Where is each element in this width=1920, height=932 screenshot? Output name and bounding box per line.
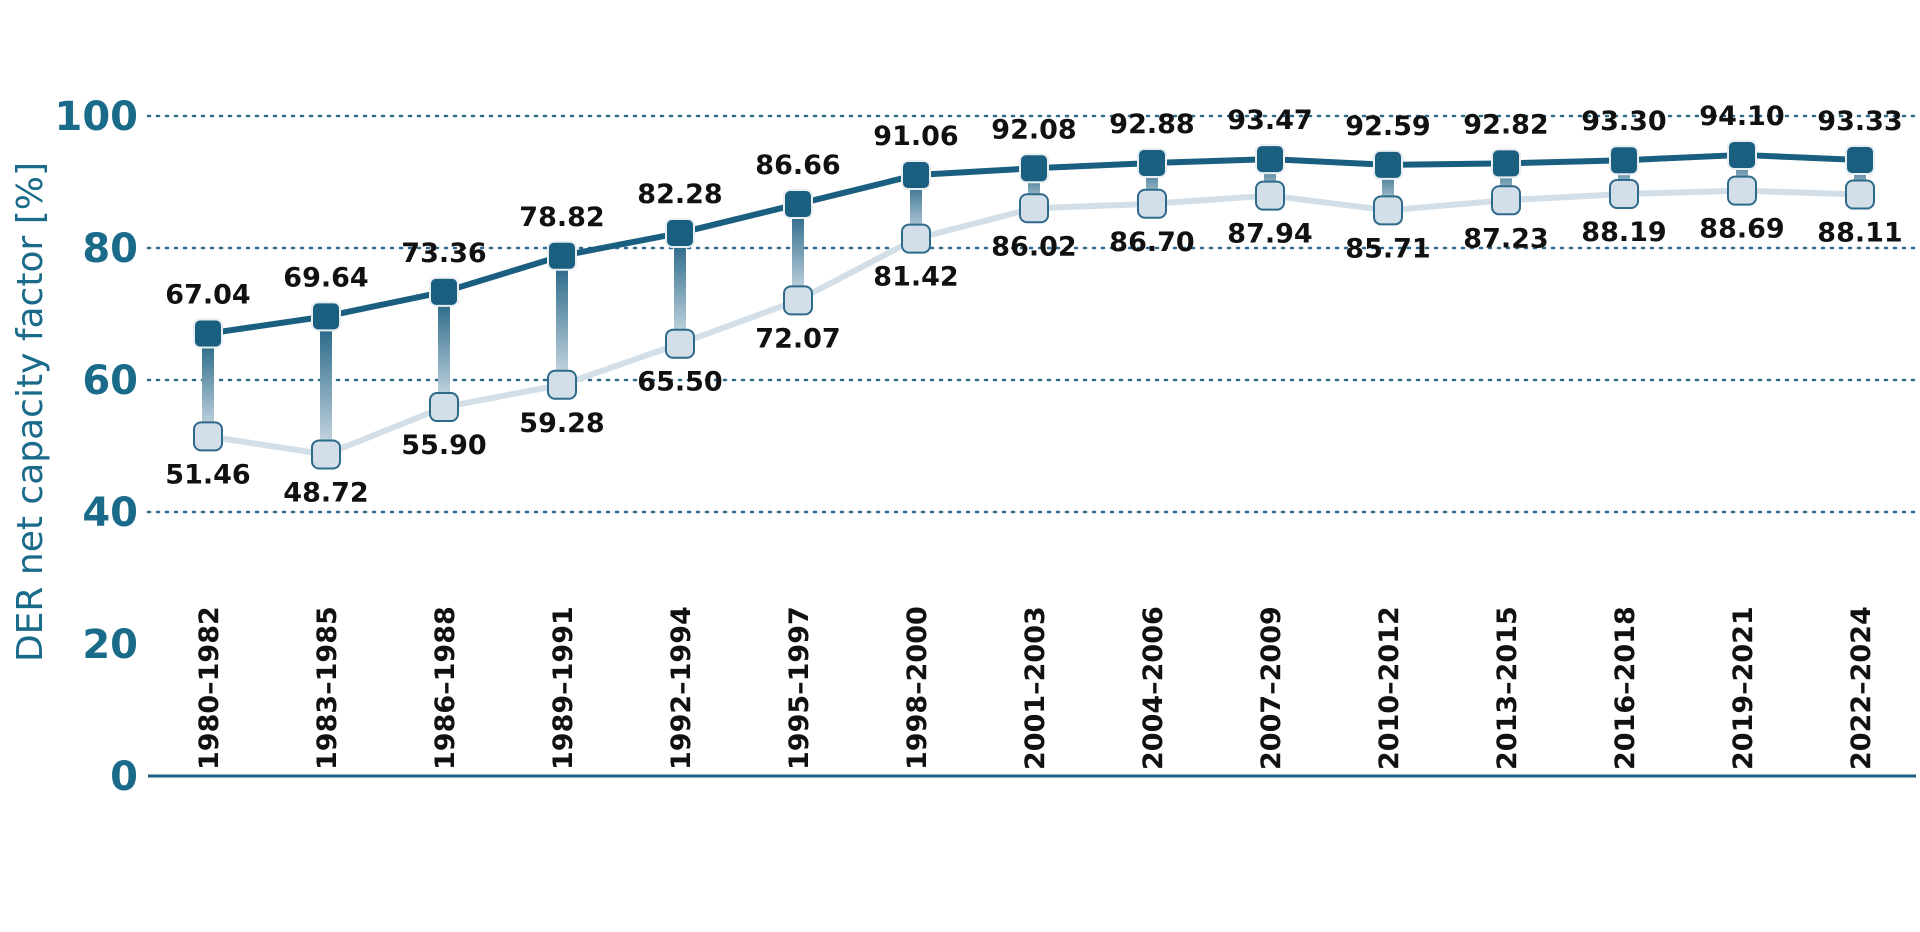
marker-lower xyxy=(1255,180,1285,211)
x-tick-label: 1992–1994 xyxy=(666,606,697,770)
data-label-upper: 93.33 xyxy=(1817,106,1902,137)
data-label-upper: 92.88 xyxy=(1109,109,1194,140)
y-tick-label: 0 xyxy=(110,754,138,800)
marker-lower xyxy=(1019,193,1049,224)
marker-lower xyxy=(1727,175,1757,206)
data-label-upper: 91.06 xyxy=(873,121,958,152)
data-label-upper: 93.47 xyxy=(1227,105,1312,136)
data-label-upper: 67.04 xyxy=(165,280,250,311)
marker-lower xyxy=(547,369,577,400)
x-tick-label: 1986–1988 xyxy=(430,606,461,770)
series-markers xyxy=(193,139,1875,470)
data-label-upper: 94.10 xyxy=(1699,101,1784,132)
x-tick-label: 1983–1985 xyxy=(312,606,343,770)
data-label-lower: 72.07 xyxy=(755,323,840,354)
x-axis-ticks: 1980–1982 1983–1985 1986–1988 1989–1991 1992… xyxy=(194,606,1877,770)
marker-upper xyxy=(1727,139,1757,170)
data-label-upper: 78.82 xyxy=(519,202,604,233)
data-label-upper: 92.82 xyxy=(1463,109,1548,140)
data-label-lower: 88.11 xyxy=(1817,217,1902,248)
data-label-lower: 48.72 xyxy=(283,477,368,508)
marker-upper xyxy=(1491,148,1521,179)
marker-upper xyxy=(1019,153,1049,184)
marker-upper xyxy=(1255,144,1285,175)
data-label-lower: 87.94 xyxy=(1227,219,1312,250)
x-tick-label: 1989–1991 xyxy=(548,606,579,770)
y-axis-title: DER net capacity factor [%] xyxy=(10,162,51,662)
data-label-upper: 92.59 xyxy=(1345,111,1430,142)
marker-upper xyxy=(429,276,459,307)
x-tick-label: 2016–2018 xyxy=(1610,606,1641,770)
marker-upper xyxy=(547,240,577,271)
y-axis-ticks: 0 20 40 60 80 100 xyxy=(55,94,139,800)
x-tick-label: 2007–2009 xyxy=(1256,606,1287,770)
data-label-lower: 88.19 xyxy=(1581,217,1666,248)
data-label-lower: 59.28 xyxy=(519,408,604,439)
x-tick-label: 1995–1997 xyxy=(784,606,815,770)
data-label-lower: 87.23 xyxy=(1463,223,1548,254)
marker-upper xyxy=(1137,147,1167,178)
marker-lower xyxy=(429,392,459,423)
marker-lower xyxy=(193,421,223,452)
data-label-lower: 51.46 xyxy=(165,459,250,490)
marker-upper xyxy=(1373,149,1403,180)
y-tick-label: 100 xyxy=(55,94,139,140)
data-label-lower: 86.70 xyxy=(1109,227,1194,258)
x-tick-label: 1998–2000 xyxy=(902,606,933,770)
data-label-lower: 88.69 xyxy=(1699,214,1784,245)
connector-bar xyxy=(438,291,450,408)
marker-upper xyxy=(783,189,813,220)
marker-lower xyxy=(1845,179,1875,210)
marker-upper xyxy=(311,301,341,332)
x-tick-label: 2022–2024 xyxy=(1846,606,1877,770)
marker-lower xyxy=(1609,178,1639,209)
grid-lines xyxy=(146,114,1918,778)
x-tick-label: 2013–2015 xyxy=(1492,606,1523,770)
connector-bar xyxy=(674,232,686,344)
x-tick-label: 2019–2021 xyxy=(1728,606,1759,770)
marker-upper xyxy=(665,217,695,248)
data-label-upper: 93.30 xyxy=(1581,106,1666,137)
y-tick-label: 40 xyxy=(82,490,138,536)
marker-lower xyxy=(311,439,341,470)
marker-upper xyxy=(193,318,223,349)
y-tick-label: 60 xyxy=(82,358,138,404)
marker-lower xyxy=(1137,188,1167,219)
x-tick-label: 2001–2003 xyxy=(1020,606,1051,770)
connector-bar xyxy=(202,333,214,437)
data-label-upper: 73.36 xyxy=(401,238,486,269)
data-labels: 67.04 51.46 69.64 48.72 73.36 55.90 78.82 59.28… xyxy=(165,101,1902,509)
y-tick-label: 80 xyxy=(82,226,138,272)
marker-lower xyxy=(1373,195,1403,226)
data-label-upper: 92.08 xyxy=(991,114,1076,145)
data-label-upper: 86.66 xyxy=(755,150,840,181)
marker-lower xyxy=(783,285,813,316)
data-label-lower: 85.71 xyxy=(1345,233,1430,264)
marker-lower xyxy=(1491,185,1521,216)
x-tick-label: 2010–2012 xyxy=(1374,606,1405,770)
x-tick-label: 2004–2006 xyxy=(1138,606,1169,770)
marker-upper xyxy=(1845,145,1875,176)
connector-bar xyxy=(792,204,804,301)
x-tick-label: 1980–1982 xyxy=(194,606,225,770)
data-label-lower: 86.02 xyxy=(991,231,1076,262)
data-label-lower: 65.50 xyxy=(637,367,722,398)
data-label-upper: 69.64 xyxy=(283,262,368,293)
marker-upper xyxy=(1609,145,1639,176)
marker-upper xyxy=(901,160,931,191)
data-label-upper: 82.28 xyxy=(637,179,722,210)
marker-lower xyxy=(665,328,695,359)
connector-bar xyxy=(910,175,922,239)
data-label-lower: 55.90 xyxy=(401,430,486,461)
data-label-lower: 81.42 xyxy=(873,262,958,293)
connector-bar xyxy=(320,316,332,455)
connector-bar xyxy=(556,255,568,385)
y-tick-label: 20 xyxy=(82,622,138,668)
marker-lower xyxy=(901,223,931,254)
